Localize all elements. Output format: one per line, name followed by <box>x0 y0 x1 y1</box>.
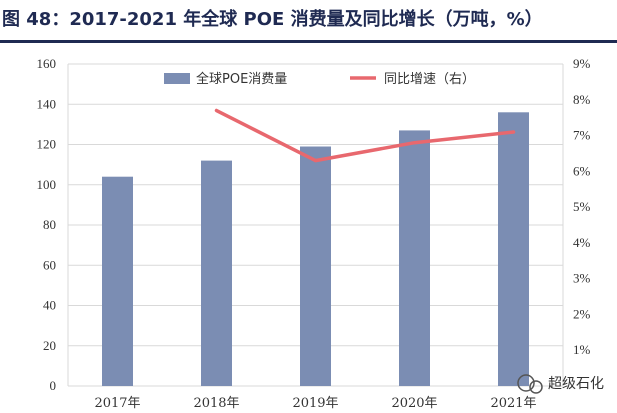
left-axis-labels: 0 20 40 60 80 100 120 140 160 <box>37 56 57 393</box>
title-divider <box>0 40 617 43</box>
right-tick-label: 7% <box>573 128 591 143</box>
bar <box>300 146 331 386</box>
x-axis-labels: 2017年 2018年 2019年 2020年 2021年 <box>94 396 536 411</box>
right-tick-label: 6% <box>573 163 591 178</box>
right-tick-label: 9% <box>573 56 591 71</box>
left-tick-label: 40 <box>43 298 56 313</box>
bar <box>201 160 232 386</box>
left-tick-label: 100 <box>37 177 57 192</box>
right-axis-labels: 1% 2% 3% 4% 5% 6% 7% 8% 9% <box>573 56 591 357</box>
x-tick-label: 2019年 <box>292 396 338 411</box>
bar-series <box>102 112 529 387</box>
legend-label-line: 同比增速（右） <box>384 72 475 87</box>
watermark-text: 超级石化 <box>548 376 604 392</box>
line-series <box>214 108 516 163</box>
left-tick-label: 140 <box>37 96 57 111</box>
x-tick-label: 2018年 <box>193 396 239 411</box>
left-tick-label: 60 <box>43 257 56 272</box>
bar <box>102 176 133 386</box>
legend-label-bar: 全球POE消费量 <box>196 71 287 87</box>
right-tick-label: 4% <box>573 235 591 250</box>
x-tick-label: 2017年 <box>94 396 140 411</box>
bar <box>399 130 430 386</box>
bar <box>498 112 529 387</box>
right-tick-label: 1% <box>573 342 591 357</box>
left-tick-label: 0 <box>50 378 57 393</box>
left-tick-label: 120 <box>37 137 57 152</box>
legend: 全球POE消费量 同比增速（右） <box>164 71 475 87</box>
right-tick-label: 5% <box>573 199 591 214</box>
wechat-icon-dot <box>529 380 543 394</box>
x-tick-label: 2020年 <box>391 396 437 411</box>
watermark: 超级石化 <box>517 374 604 394</box>
growth-line <box>214 108 516 163</box>
right-tick-label: 2% <box>573 306 591 321</box>
bar-line-chart: 0 20 40 60 80 100 120 140 160 1% 2% 3% 4% 5% 6% 7% 8% 9%… <box>37 56 605 411</box>
left-tick-label: 160 <box>37 56 57 71</box>
right-tick-label: 3% <box>573 271 591 286</box>
chart-title: 图 48：2017-2021 年全球 POE 消费量及同比增长（万吨，%） <box>2 9 543 30</box>
right-tick-label: 8% <box>573 92 591 107</box>
left-tick-label: 20 <box>43 338 56 353</box>
x-tick-label: 2021年 <box>490 396 536 411</box>
legend-swatch-bar <box>164 73 190 84</box>
wechat-icon <box>517 374 535 392</box>
left-tick-label: 80 <box>43 217 56 232</box>
